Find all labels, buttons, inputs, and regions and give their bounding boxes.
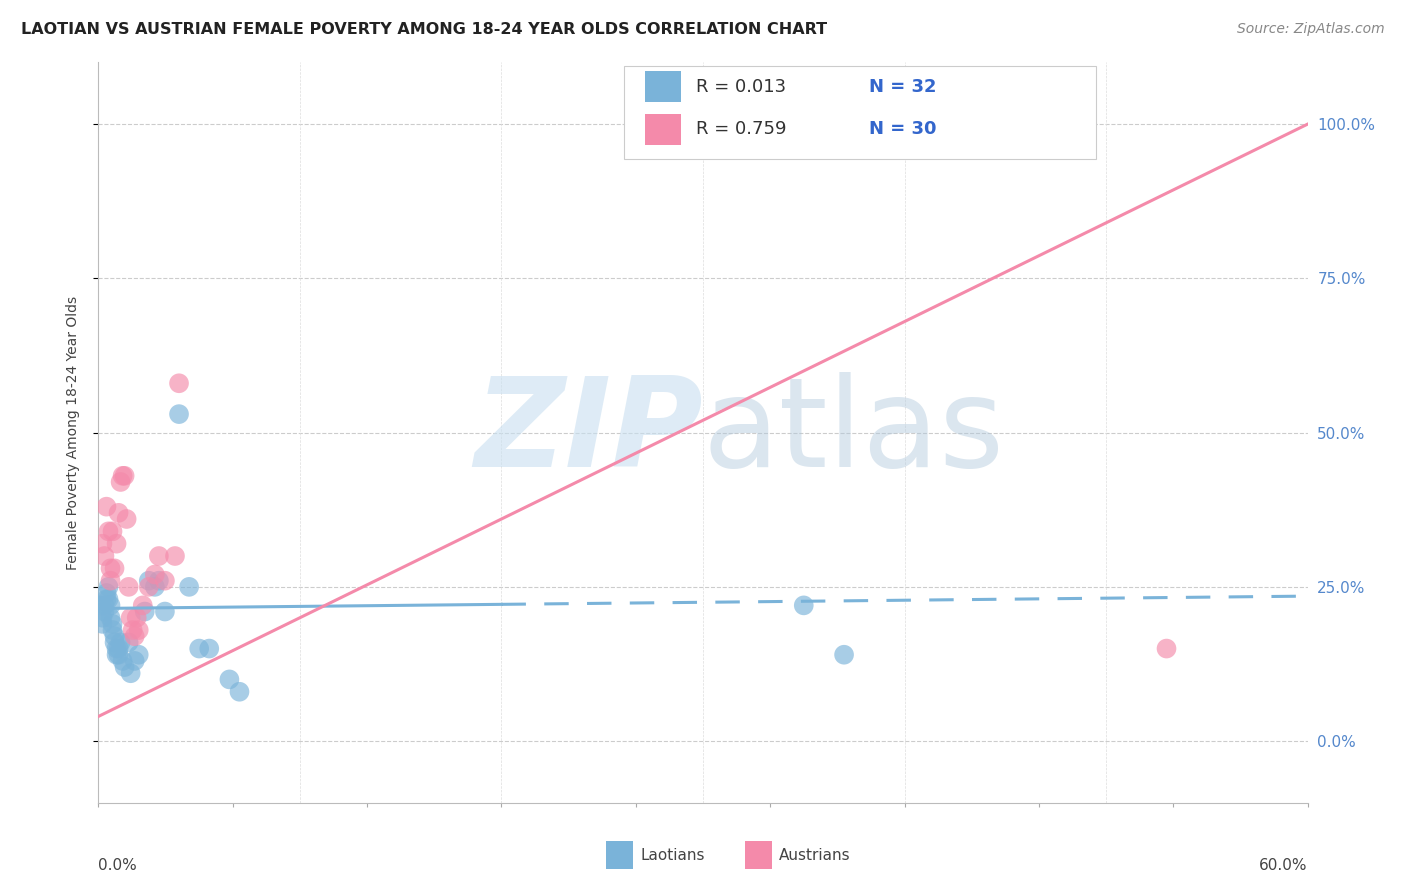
Text: Laotians: Laotians [640, 848, 704, 863]
Text: Source: ZipAtlas.com: Source: ZipAtlas.com [1237, 22, 1385, 37]
Point [103, 635, 125, 649]
Point [120, 611, 142, 625]
Point [96, 586, 118, 600]
Point [134, 605, 156, 619]
Point [148, 549, 170, 563]
Point [148, 574, 170, 588]
Bar [645, 71, 682, 103]
Point [93, 605, 115, 619]
Point [100, 611, 122, 625]
Point [110, 475, 132, 489]
Text: 60.0%: 60.0% [1260, 858, 1308, 873]
Text: ZIP: ZIP [474, 372, 703, 493]
Point [167, 376, 190, 391]
Text: LAOTIAN VS AUSTRIAN FEMALE POVERTY AMONG 18-24 YEAR OLDS CORRELATION CHART: LAOTIAN VS AUSTRIAN FEMALE POVERTY AMONG… [21, 22, 827, 37]
Point [153, 605, 176, 619]
Point [832, 648, 855, 662]
Point [143, 567, 166, 582]
FancyBboxPatch shape [624, 66, 1097, 159]
Point [105, 641, 128, 656]
Point [793, 599, 815, 613]
Point [91, 536, 114, 550]
Text: R = 0.759: R = 0.759 [696, 120, 786, 138]
Text: Austrians: Austrians [779, 848, 851, 863]
Point [124, 654, 146, 668]
Bar [745, 841, 772, 870]
Point [105, 648, 128, 662]
Point [120, 666, 142, 681]
Point [1156, 641, 1178, 656]
Point [153, 574, 176, 588]
Point [107, 641, 129, 656]
Point [96, 500, 118, 514]
Point [89, 599, 111, 613]
Bar [645, 113, 682, 145]
Point [103, 561, 125, 575]
Point [114, 660, 136, 674]
Point [121, 623, 143, 637]
Point [107, 506, 129, 520]
Point [100, 561, 122, 575]
Point [188, 641, 211, 656]
Point [128, 623, 150, 637]
Point [813, 117, 835, 131]
Point [124, 629, 146, 643]
Point [1035, 117, 1057, 131]
Point [934, 136, 956, 150]
Point [105, 536, 128, 550]
Point [110, 635, 132, 649]
Point [101, 616, 124, 631]
Point [93, 549, 115, 563]
Point [100, 574, 122, 588]
Point [228, 685, 250, 699]
Point [143, 580, 166, 594]
Point [167, 407, 190, 421]
Point [103, 629, 125, 643]
Point [974, 117, 997, 131]
Point [97, 524, 120, 539]
Point [91, 611, 114, 625]
Y-axis label: Female Poverty Among 18-24 Year Olds: Female Poverty Among 18-24 Year Olds [66, 295, 80, 570]
Point [115, 512, 138, 526]
Point [96, 592, 118, 607]
Point [111, 654, 134, 668]
Point [97, 592, 120, 607]
Text: 0.0%: 0.0% [98, 858, 138, 873]
Text: atlas: atlas [703, 372, 1005, 493]
Point [101, 524, 124, 539]
Text: N = 30: N = 30 [869, 120, 936, 138]
Point [107, 648, 129, 662]
Point [114, 468, 136, 483]
Bar [606, 841, 633, 870]
Point [118, 580, 141, 594]
Point [138, 574, 160, 588]
Point [132, 599, 155, 613]
Point [198, 641, 221, 656]
Point [93, 599, 115, 613]
Point [118, 635, 141, 649]
Point [100, 599, 122, 613]
Point [163, 549, 186, 563]
Point [91, 616, 114, 631]
Text: N = 32: N = 32 [869, 78, 936, 95]
Point [101, 623, 124, 637]
Point [179, 580, 201, 594]
Point [97, 580, 120, 594]
Point [218, 673, 240, 687]
Point [111, 468, 134, 483]
Point [125, 611, 148, 625]
Point [128, 648, 150, 662]
Text: R = 0.013: R = 0.013 [696, 78, 786, 95]
Point [138, 580, 160, 594]
